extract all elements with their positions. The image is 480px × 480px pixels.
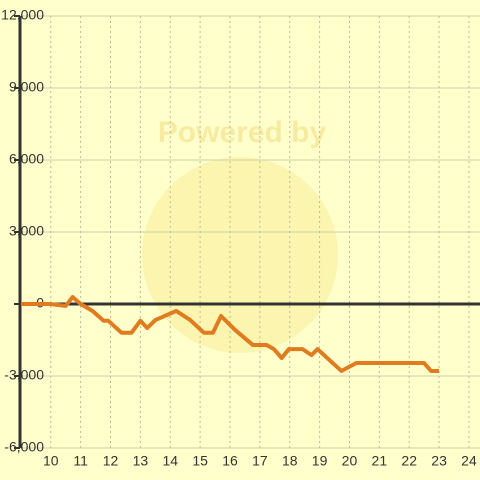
x-tick-label: 20 — [342, 453, 358, 469]
line-series — [20, 295, 440, 373]
y-tick-label: 3,000 — [9, 223, 44, 239]
x-tick-label: 12 — [103, 453, 119, 469]
y-tick-label: 6,000 — [9, 151, 44, 167]
x-tick-label: 11 — [73, 453, 88, 469]
watermark-logo — [142, 157, 338, 353]
y-tick-label: -3,000 — [4, 367, 44, 383]
x-tick-label: 14 — [162, 453, 178, 469]
x-tick-label: 22 — [401, 453, 417, 469]
y-tick-label: -6,000 — [4, 439, 44, 455]
x-tick-label: 13 — [133, 453, 149, 469]
x-tick-label: 19 — [312, 453, 328, 469]
x-tick-label: 18 — [282, 453, 298, 469]
y-tick-label: 12,000 — [1, 7, 44, 23]
y-tick-label: 9,000 — [9, 79, 44, 95]
x-tick-label: 16 — [222, 453, 238, 469]
watermark: Powered by — [158, 116, 327, 149]
x-tick-label: 15 — [192, 453, 208, 469]
x-tick-label: 17 — [252, 453, 268, 469]
x-tick-label: 24 — [461, 453, 477, 469]
x-tick-label: 10 — [43, 453, 59, 469]
x-tick-label: 21 — [372, 453, 388, 469]
x-tick-label: 23 — [431, 453, 447, 469]
